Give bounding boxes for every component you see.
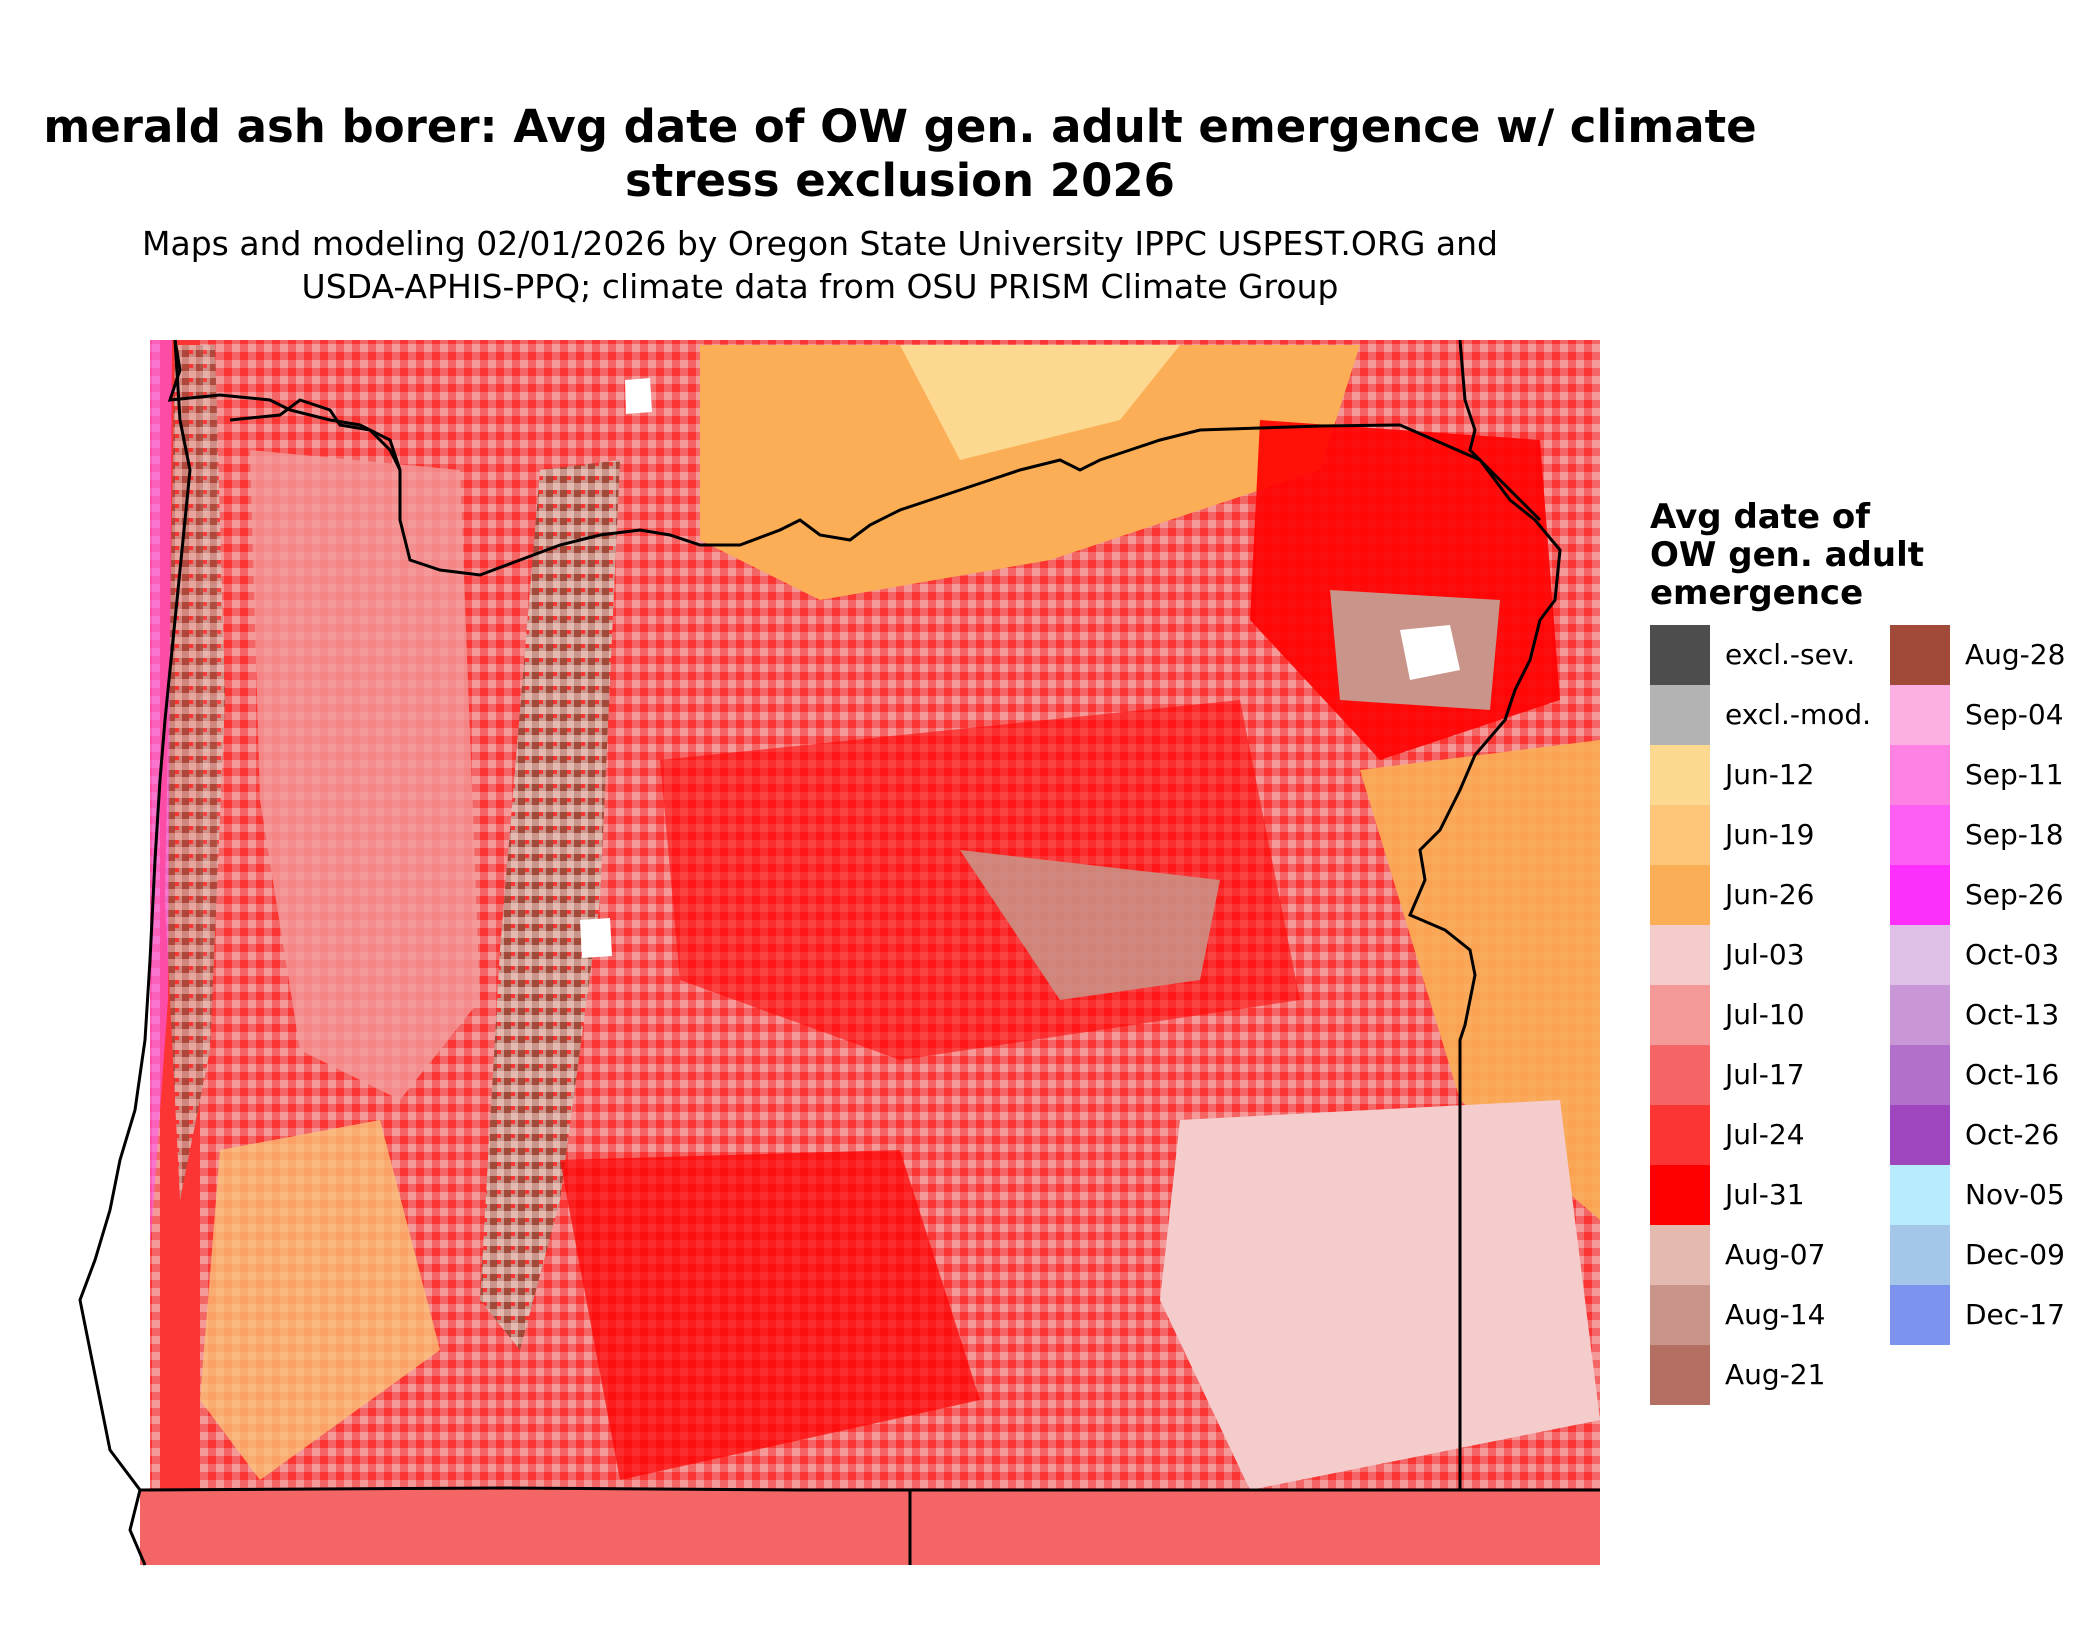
legend-label: Sep-18 [1965, 818, 2064, 851]
legend-label: Jun-12 [1725, 758, 1815, 791]
legend-label: Dec-09 [1965, 1238, 2065, 1271]
map-subtitle-line1: Maps and modeling 02/01/2026 by Oregon S… [142, 224, 1498, 263]
legend-swatch [1890, 1285, 1950, 1345]
raster-south-strip [140, 1490, 1600, 1565]
map-title: merald ash borer: Avg date of OW gen. ad… [0, 100, 1800, 208]
map-title-line2: stress exclusion 2026 [625, 154, 1175, 207]
legend-label: Sep-11 [1965, 758, 2064, 791]
legend-label: Jul-17 [1725, 1058, 1805, 1091]
legend-label: Sep-26 [1965, 878, 2064, 911]
legend-swatch [1650, 985, 1710, 1045]
legend-label: Oct-26 [1965, 1118, 2060, 1151]
raster-layer [140, 340, 1600, 1565]
legend-label: Dec-17 [1965, 1298, 2065, 1331]
legend-label: Jul-10 [1725, 998, 1805, 1031]
raster-mountain-peak-1 [1400, 625, 1460, 680]
legend-swatch [1890, 865, 1950, 925]
map-subtitle: Maps and modeling 02/01/2026 by Oregon S… [0, 222, 1640, 308]
legend-title-line2: OW gen. adult [1650, 535, 1924, 575]
columbia-river [229, 398, 402, 471]
legend-swatch [1890, 1105, 1950, 1165]
raster-columbia-basin [700, 345, 1360, 600]
legend-swatch [1890, 925, 1950, 985]
legend-swatch [1650, 865, 1710, 925]
idaho-border-north [1458, 339, 1542, 522]
raster-east-lowland [1360, 740, 1600, 1220]
legend-label: Jul-31 [1725, 1178, 1805, 1211]
boundary-lines [78, 339, 1600, 1566]
legend-label: Jul-24 [1725, 1118, 1805, 1151]
legend-label: Sep-04 [1965, 698, 2064, 731]
legend-label: Jun-19 [1725, 818, 1815, 851]
oregon-state-border [167, 339, 1562, 1490]
legend-swatch [1650, 745, 1710, 805]
legend-swatch [1890, 805, 1950, 865]
raster-south-lakes [560, 1150, 980, 1480]
map-subtitle-line2: USDA-APHIS-PPQ; climate data from OSU PR… [301, 267, 1339, 306]
legend-swatch [1890, 1165, 1950, 1225]
legend-label: excl.-mod. [1725, 698, 1872, 731]
legend-title-line1: Avg date of [1650, 497, 1871, 537]
legend-swatch [1650, 925, 1710, 985]
legend-swatch [1890, 1045, 1950, 1105]
legend-swatch [1650, 1345, 1710, 1405]
legend-label: Aug-07 [1725, 1238, 1826, 1271]
raster-central-ridges [960, 850, 1220, 1000]
raster-southwest-valleys [200, 1120, 440, 1480]
legend-swatch [1650, 685, 1710, 745]
legend-label: Nov-05 [1965, 1178, 2065, 1211]
raster-willamette-valley [250, 450, 480, 1100]
california-nevada-border [139, 1486, 1600, 1492]
legend-swatch [1650, 1045, 1710, 1105]
legend-title-line3: emergence [1650, 573, 1864, 613]
legend-title: Avg date of OW gen. adult emergence [1650, 498, 1924, 612]
legend-swatch [1890, 1225, 1950, 1285]
legend-swatch [1650, 1105, 1710, 1165]
legend-swatch [1890, 625, 1950, 685]
legend-label: Jun-26 [1725, 878, 1815, 911]
oregon-coastline [78, 339, 192, 1566]
legend-swatch [1650, 1225, 1710, 1285]
raster-mountain-peak-3 [580, 918, 612, 958]
raster-cascades [480, 460, 620, 1350]
legend-label: Jul-03 [1725, 938, 1805, 971]
legend-swatch [1650, 1165, 1710, 1225]
legend-swatch [1650, 625, 1710, 685]
legend-label: excl.-sev. [1725, 638, 1856, 671]
legend-swatch [1650, 805, 1710, 865]
map-title-line1: merald ash borer: Avg date of OW gen. ad… [43, 100, 1757, 153]
legend-label: Aug-21 [1725, 1358, 1826, 1391]
legend-swatch [1890, 985, 1950, 1045]
raster-southeast-basin [1160, 1100, 1600, 1490]
legend-label: Aug-14 [1725, 1298, 1826, 1331]
raster-coast-fringe [150, 340, 172, 1250]
oregon-emergence-map [78, 339, 1600, 1566]
legend-label: Aug-28 [1965, 638, 2066, 671]
legend-label: Oct-16 [1965, 1058, 2060, 1091]
raster-mountain-peak-2 [625, 378, 652, 414]
legend-swatch [1890, 745, 1950, 805]
legend-swatch [1650, 1285, 1710, 1345]
legend-label: Oct-03 [1965, 938, 2060, 971]
legend-swatch [1890, 685, 1950, 745]
legend-label: Oct-13 [1965, 998, 2060, 1031]
raster-upper-plateau [900, 345, 1180, 460]
